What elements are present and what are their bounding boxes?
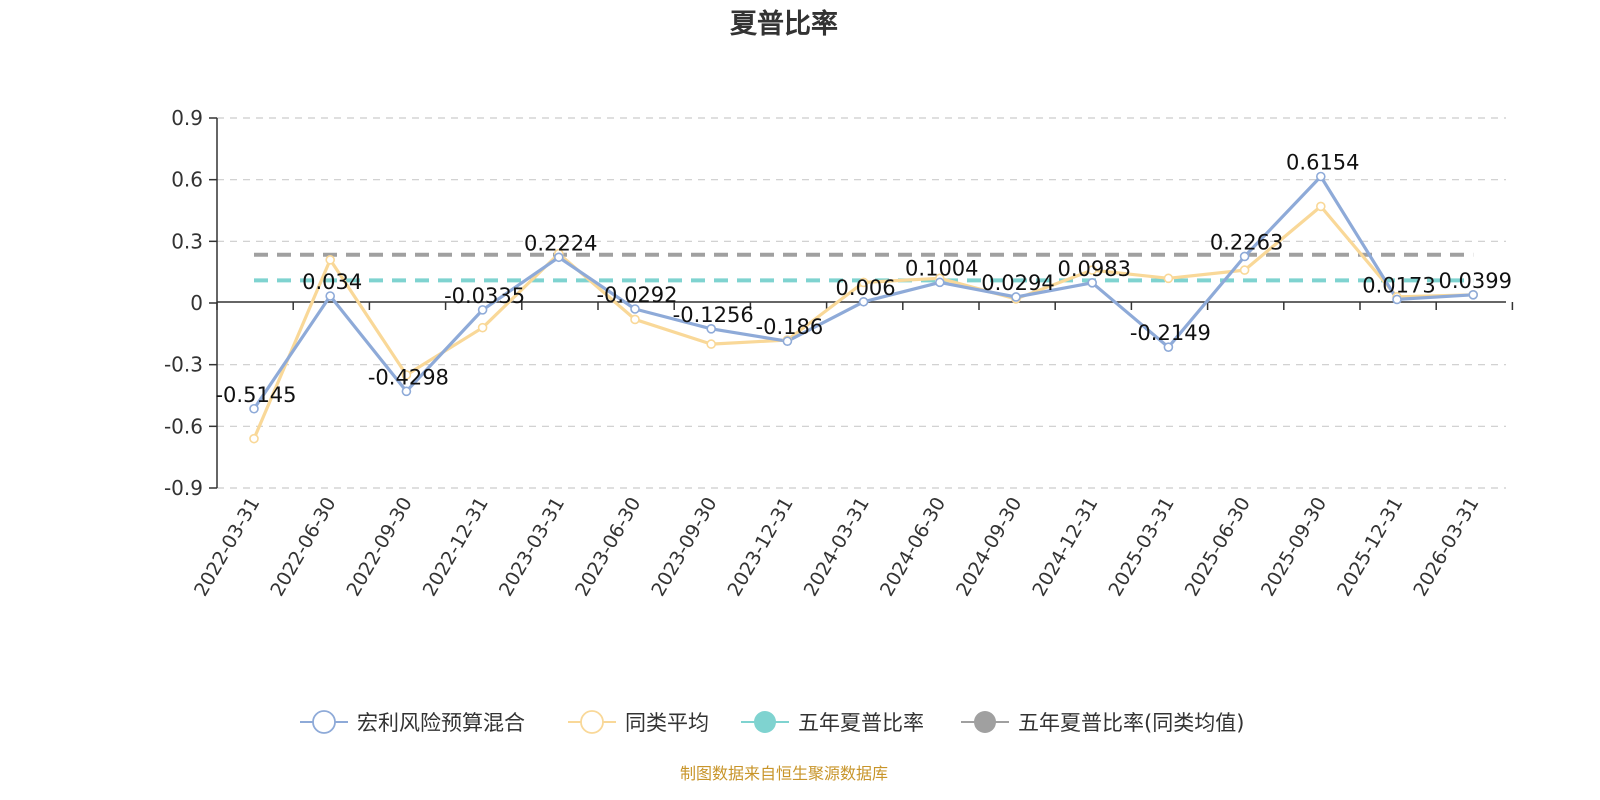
data-point (706, 339, 717, 349)
data-label: 0.0983 (1057, 257, 1130, 281)
legend-marker-hollow (312, 710, 336, 734)
data-point (1316, 201, 1326, 212)
source-note: 制图数据来自恒生聚源数据库 (680, 764, 888, 783)
x-tick-label: 2022-06-30 (266, 494, 340, 601)
data-point (858, 296, 869, 307)
data-point (1163, 273, 1174, 284)
x-tick-label: 2025-12-31 (1333, 494, 1407, 601)
data-point (401, 370, 412, 380)
y-tick-label: -0.6 (164, 414, 203, 438)
data-label: -0.186 (756, 315, 824, 339)
data-label: 0.006 (836, 276, 896, 300)
data-point (1087, 277, 1097, 288)
data-point (706, 324, 717, 334)
legend-label: 五年夏普比率 (798, 711, 924, 735)
x-tick-label: 2025-06-30 (1181, 494, 1255, 601)
data-point (249, 433, 259, 444)
data-point (249, 403, 259, 414)
legend-item[interactable]: 五年夏普比率(同类均值) (961, 711, 1244, 735)
y-tick-label: -0.3 (164, 353, 203, 377)
legend-label: 同类平均 (625, 711, 709, 735)
data-point (1011, 292, 1021, 302)
x-tick-label: 2023-06-30 (571, 494, 645, 601)
data-point (325, 255, 336, 265)
data-label: -0.0335 (444, 284, 525, 308)
data-point (1163, 342, 1174, 352)
x-tick-label: 2022-03-31 (190, 494, 264, 601)
y-tick-label: 0.3 (171, 229, 203, 253)
data-label: 0.2224 (524, 231, 597, 255)
y-tick-label: 0.6 (171, 168, 203, 192)
x-tick-label: 2023-03-31 (495, 494, 569, 601)
data-point (477, 305, 488, 315)
x-tick-label: 2024-03-31 (800, 494, 874, 601)
data-point (1087, 265, 1097, 275)
data-point (325, 291, 336, 301)
data-point (1392, 294, 1402, 305)
series-lines (252, 174, 1474, 440)
data-point (858, 277, 869, 288)
x-tick-label: 2024-06-30 (876, 494, 950, 601)
chart-title: 夏普比率 (730, 8, 838, 40)
data-label: -0.4298 (368, 365, 449, 389)
x-tick-label: 2024-12-31 (1028, 494, 1102, 601)
data-label: -0.0292 (596, 283, 677, 307)
data-label: -0.1256 (673, 303, 754, 327)
legend-item[interactable]: 同类平均 (568, 710, 709, 735)
data-label: 0.0399 (1438, 269, 1511, 293)
legend-marker-hollow (580, 710, 604, 734)
data-point (1239, 265, 1250, 275)
legend-marker-filled (754, 711, 776, 733)
x-tick-label: 2023-12-31 (723, 494, 797, 601)
legend: 宏利风险预算混合 同类平均 五年夏普比率 五年夏普比率(同类均值) (300, 710, 1244, 735)
x-tick-label: 2022-09-30 (342, 494, 416, 601)
x-tick-label: 2023-09-30 (647, 494, 721, 601)
y-tick-label: 0 (190, 291, 203, 315)
data-point (782, 336, 793, 347)
data-label: 0.0294 (981, 271, 1054, 295)
data-label: 0.1004 (905, 256, 978, 280)
data-label: 0.6154 (1286, 151, 1359, 175)
legend-label: 宏利风险预算混合 (357, 711, 525, 735)
x-tick-label: 2022-12-31 (419, 493, 493, 600)
data-point (1316, 171, 1326, 182)
data-point (630, 304, 640, 314)
y-tick-label: 0.9 (171, 106, 203, 130)
legend-item[interactable]: 宏利风险预算混合 (300, 710, 525, 735)
legend-label: 五年夏普比率(同类均值) (1018, 711, 1244, 735)
x-tick-label: 2025-09-30 (1257, 494, 1331, 601)
data-point (1468, 289, 1478, 300)
x-tick-label: 2026-03-31 (1409, 494, 1483, 601)
data-point (1239, 251, 1250, 262)
data-labels: -0.51450.034-0.4298-0.03350.2224-0.0292-… (215, 151, 1511, 407)
x-tick-label: 2025-03-31 (1104, 494, 1178, 601)
data-point (477, 322, 488, 333)
series-line (252, 204, 1474, 440)
legend-marker-filled (974, 711, 996, 733)
legend-item[interactable]: 五年夏普比率 (741, 711, 924, 735)
data-point (401, 386, 412, 397)
data-label: -0.5145 (215, 383, 296, 407)
data-label: -0.2149 (1130, 321, 1211, 345)
data-label: 0.2263 (1210, 230, 1283, 254)
y-tick-label: -0.9 (164, 476, 203, 500)
y-axis-ticks: 0.9 0.6 0.3 0 -0.3 -0.6 -0.9 (164, 106, 217, 500)
data-label: 0.034 (302, 270, 362, 294)
series-points (249, 171, 1478, 444)
data-label: 0.0173 (1362, 273, 1435, 297)
data-point (630, 314, 640, 325)
data-point (553, 252, 564, 263)
data-point (934, 277, 945, 288)
x-tick-label: 2024-09-30 (952, 494, 1026, 601)
